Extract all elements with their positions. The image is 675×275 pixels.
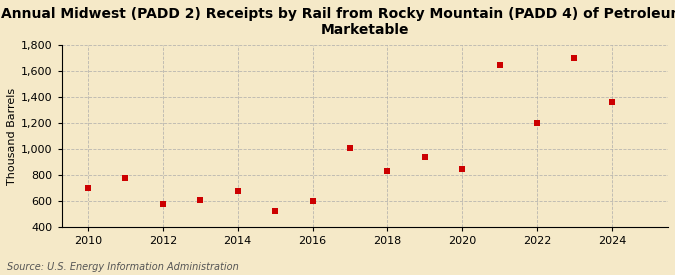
Title: Annual Midwest (PADD 2) Receipts by Rail from Rocky Mountain (PADD 4) of Petrole: Annual Midwest (PADD 2) Receipts by Rail… [1,7,675,37]
Point [607,100,618,104]
Point [270,209,281,213]
Point [232,188,243,193]
Point [195,197,206,202]
Point [307,199,318,203]
Text: Source: U.S. Energy Information Administration: Source: U.S. Energy Information Administ… [7,262,238,272]
Point [157,202,168,207]
Point [532,121,543,125]
Point [344,146,355,150]
Point [382,168,393,173]
Point [569,55,580,60]
Y-axis label: Thousand Barrels: Thousand Barrels [7,87,17,185]
Point [494,63,505,68]
Point [457,167,468,171]
Point [419,155,430,159]
Point [82,186,93,190]
Point [120,176,131,181]
